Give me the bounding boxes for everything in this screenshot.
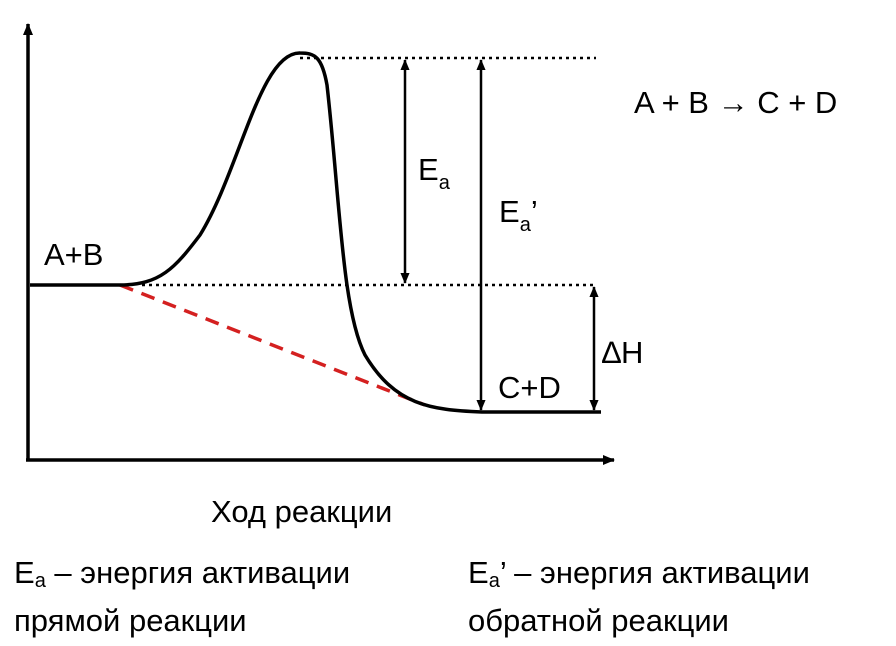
legend-right-line2: обратной реакции [468,603,729,638]
legend-left-line2: прямой реакции [14,603,247,638]
reactants-label: A+B [44,237,103,272]
ea-prime-label: Ea’ [499,194,538,236]
products-label: C+D [498,370,561,405]
legend-right: Ea’ – энергия активации обратной реакции [468,553,810,641]
catalyzed-path [119,283,426,407]
equation-label: A + B → C + D [634,85,837,120]
legend-left: Ea – энергия активации прямой реакции [14,553,350,641]
delta-h-label: ∆H [602,335,643,370]
reaction-curve [30,51,601,414]
legend-left-line1: Ea – энергия активации [14,555,351,592]
x-axis-label: Ход реакции [211,494,392,529]
ea-label: Ea [418,152,451,194]
legend-right-line1: Ea’ – энергия активации [468,555,810,592]
